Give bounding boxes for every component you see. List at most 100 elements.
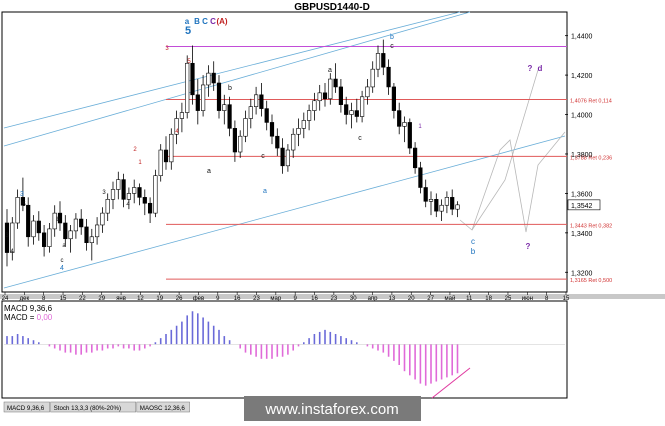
indicator-tab	[3, 401, 50, 413]
wave-label: 5	[22, 202, 26, 208]
y-tick-label: 1,4000	[571, 113, 593, 120]
candle-body	[68, 230, 73, 240]
candle-body	[248, 106, 253, 119]
candle-body	[142, 197, 147, 204]
x-tick-label: 11	[466, 296, 473, 302]
x-tick-label: 30	[350, 296, 357, 302]
candle-body	[450, 197, 455, 210]
candle-body	[232, 128, 238, 153]
wave-label: d	[538, 64, 543, 73]
x-tick-label: 23	[253, 296, 260, 302]
candle-body	[439, 204, 444, 212]
wave-label: a	[62, 243, 66, 249]
candle-body	[455, 204, 460, 210]
candle-body	[423, 187, 428, 202]
x-tick-label: 24	[2, 296, 9, 302]
x-tick-label: 25	[505, 296, 512, 302]
candle-body	[312, 100, 317, 111]
wave-label: 4	[175, 129, 179, 135]
candle-body	[95, 224, 100, 238]
candle-body	[365, 86, 370, 98]
x-tick-label: дек	[20, 296, 30, 302]
wave-label: 3	[102, 190, 106, 196]
x-tick-label: 12	[137, 296, 144, 302]
candle-body	[280, 147, 285, 167]
candle-body	[169, 133, 174, 163]
candle-body	[338, 86, 344, 105]
candle-body	[375, 53, 381, 70]
y-tick-label: 1,4400	[571, 34, 593, 41]
candle-body	[227, 104, 232, 129]
candle-body	[344, 104, 349, 115]
candlesticks	[4, 39, 460, 267]
candle-body	[126, 193, 131, 200]
current-price-label: 1,3542	[571, 203, 593, 210]
x-tick-label: 9	[216, 296, 220, 302]
fib-label: 1,3788 Ret 0,236	[570, 155, 612, 161]
wave-label: c	[390, 43, 394, 50]
indicator-tab-label: MAOSC 12,36,6	[140, 405, 186, 412]
x-tick-label: май	[445, 295, 456, 302]
x-tick-label: фев	[193, 296, 204, 302]
candle-body	[428, 199, 434, 202]
wave-label: 4	[126, 202, 130, 208]
macd-divergence-line	[431, 367, 471, 399]
candle-body	[36, 220, 41, 234]
y-tick-label: 1,4200	[571, 73, 593, 80]
forecast-path	[459, 69, 566, 233]
wave-label: 3	[5, 233, 9, 239]
candle-body	[269, 122, 275, 137]
wave-label: b	[228, 85, 232, 92]
candle-body	[158, 149, 163, 176]
candle-body	[412, 147, 418, 169]
candle-body	[359, 96, 365, 117]
channel-lower-line	[3, 135, 566, 289]
candle-body	[26, 204, 31, 238]
x-tick-label: 18	[485, 296, 492, 302]
candle-body	[391, 86, 397, 111]
candle-body	[397, 110, 402, 127]
y-tick-label: 1,3600	[571, 191, 593, 198]
wave-label: b	[471, 247, 476, 256]
wave-label: B	[194, 17, 200, 26]
candle-body	[238, 135, 243, 153]
wave-label: ?	[528, 64, 533, 73]
candle-body	[243, 118, 248, 137]
candle-body	[296, 128, 301, 135]
candle-body	[444, 197, 450, 206]
x-tick-label: мар	[270, 296, 281, 302]
candle-body	[132, 187, 137, 194]
current-price-box	[567, 199, 601, 211]
macd-value-line: MACD = 0,00	[4, 313, 53, 322]
x-tick-label: 23	[331, 296, 338, 302]
candle-body	[63, 222, 68, 240]
x-tick-label: янв	[116, 296, 126, 302]
candle-body	[148, 202, 153, 214]
candle-body	[402, 122, 407, 127]
wave-label: b	[390, 34, 394, 41]
indicator-tabs: MACD 9,36,6 Stoch 13,3,3 (80%-20%) MAOSC 1…	[3, 401, 190, 413]
candle-body	[333, 78, 338, 88]
candle-body	[52, 212, 57, 230]
macd-panel-frame	[1, 300, 568, 399]
candle-body	[434, 199, 439, 212]
candle-body	[174, 118, 179, 135]
x-tick-label: апр	[368, 296, 379, 302]
candle-body	[317, 92, 322, 102]
wave-label: 1	[138, 160, 142, 166]
candle-body	[57, 212, 63, 224]
x-tick-label: 27	[427, 296, 434, 302]
y-tick-label: 1,3400	[571, 231, 593, 238]
wave-label: a	[185, 17, 190, 26]
candle-body	[100, 212, 105, 226]
indicator-tab	[136, 401, 190, 413]
x-tick-label: 22	[79, 296, 86, 302]
fibonacci-levels: 1,4076 Ret 0,114 1,3788 Ret 0,236 1,3443 R…	[166, 46, 612, 284]
macd-value-prefix: MACD =	[4, 313, 37, 322]
candle-body	[349, 110, 354, 115]
chart-title: GBPUSD1440-D	[294, 2, 370, 13]
candle-body	[179, 112, 185, 119]
